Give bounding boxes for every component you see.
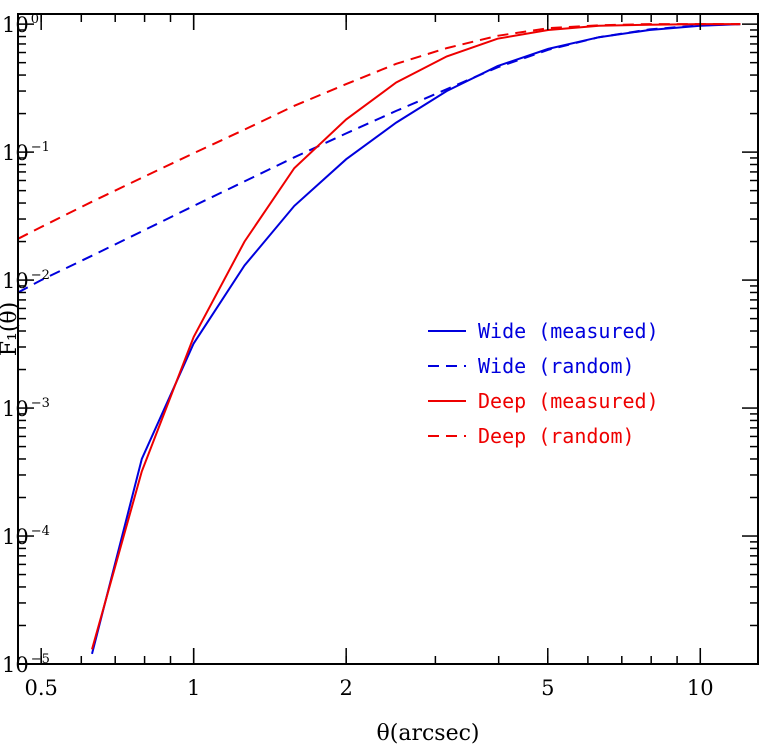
legend-label-3: Deep (random): [478, 424, 635, 448]
y-tick-exponent: −1: [31, 140, 50, 155]
x-tick-label: 0.5: [24, 676, 57, 700]
y-axis-label: F₁(θ): [0, 302, 22, 357]
y-tick-exponent: −2: [31, 268, 50, 283]
legend: Wide (measured) Wide (random) Deep (measur…: [428, 319, 659, 448]
x-axis-label: θ(arcsec): [377, 721, 480, 745]
y-tick-label: 10 0: [2, 12, 39, 37]
y-tick-base: 10: [2, 653, 29, 677]
x-tick-label: 1: [187, 676, 200, 700]
x-tick-label: 2: [339, 676, 352, 700]
y-tick-base: 10: [2, 141, 29, 165]
series-line-1: [18, 23, 741, 294]
legend-label-1: Wide (random): [478, 354, 635, 378]
legend-label-2: Deep (measured): [478, 389, 659, 413]
y-tick-label: 10 −5: [2, 652, 50, 677]
y-tick-base: 10: [2, 269, 29, 293]
legend-label-0: Wide (measured): [478, 319, 659, 343]
x-tick-label: 10: [687, 676, 714, 700]
y-tick-exponent: 0: [31, 12, 39, 27]
series-layer: [18, 23, 741, 655]
plot-frame: [17, 13, 759, 665]
y-tick-exponent: −5: [31, 652, 50, 667]
y-tick-exponent: −4: [31, 524, 50, 539]
y-tick-label: 10 −3: [2, 396, 50, 421]
y-tick-base: 10: [2, 397, 29, 421]
y-tick-exponent: −3: [31, 396, 50, 411]
y-tick-base: 10: [2, 13, 29, 37]
y-tick-base: 10: [2, 525, 29, 549]
y-tick-label: 10 −4: [2, 524, 50, 549]
ticks-layer: [18, 14, 758, 665]
x-tick-label: 5: [541, 676, 554, 700]
series-line-0: [91, 23, 741, 655]
y-tick-label: 10 −1: [2, 140, 50, 165]
y-tick-label: 10 −2: [2, 268, 50, 293]
series-line-3: [18, 23, 741, 240]
